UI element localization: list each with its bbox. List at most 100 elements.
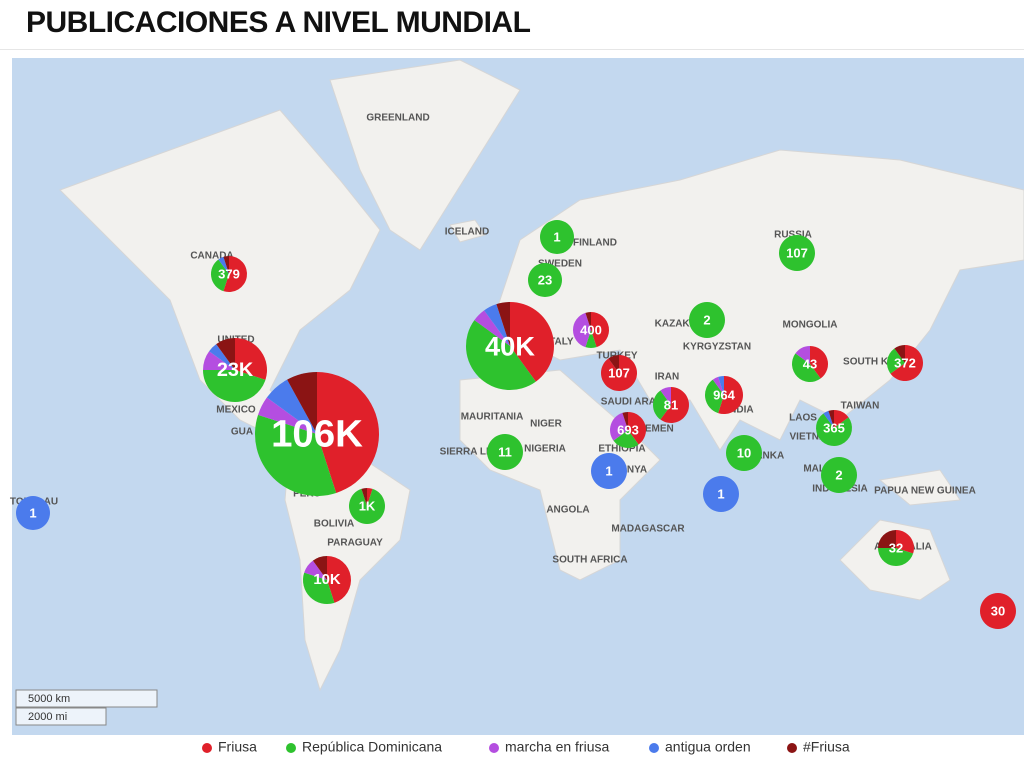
- pie-slice: [702, 476, 739, 512]
- cluster[interactable]: 365: [816, 409, 852, 446]
- legend-label[interactable]: República Dominicana: [302, 739, 442, 755]
- cluster[interactable]: 2: [820, 457, 857, 494]
- pie-slice: [235, 338, 267, 380]
- scale-mi-box: [15, 707, 107, 726]
- cluster[interactable]: 106K: [255, 372, 380, 496]
- pie-slice: [510, 302, 554, 382]
- pie-slice: [896, 530, 914, 554]
- pie-slice: [600, 355, 637, 392]
- place-label: TAIWAN: [841, 401, 880, 412]
- pie-slice: [209, 344, 235, 370]
- cluster[interactable]: 23: [527, 263, 562, 297]
- pie-slice: [539, 220, 574, 254]
- pie-slice: [211, 259, 229, 292]
- cluster-label: 11: [498, 445, 512, 460]
- place-label: PAPUA NEW GUINEA: [874, 486, 976, 497]
- place-label: NIGER: [530, 419, 562, 430]
- pie-slice: [573, 312, 591, 348]
- pie-slice: [591, 312, 609, 348]
- place-label: ANGOLA: [546, 505, 589, 516]
- place-label: SOUTH AFRICA: [552, 555, 627, 566]
- greenland: [329, 59, 521, 251]
- pie-slice: [203, 370, 266, 403]
- pie-slice: [660, 387, 671, 405]
- cluster[interactable]: 379: [211, 256, 247, 292]
- pie-slice: [486, 434, 523, 470]
- cluster[interactable]: 1: [15, 496, 50, 530]
- cluster[interactable]: 10: [725, 435, 762, 472]
- place-label: IRAN: [655, 372, 679, 383]
- cluster[interactable]: 1K: [349, 488, 386, 524]
- cluster[interactable]: 40K: [466, 302, 554, 390]
- pie-slice: [218, 256, 229, 274]
- pie-slice: [255, 414, 337, 496]
- pie-slice: [887, 348, 905, 374]
- legend-swatch: [202, 743, 212, 753]
- place-label: SIERRA LEONE: [440, 447, 515, 458]
- cluster-label: 1K: [359, 499, 376, 514]
- cluster-label: 2: [835, 468, 842, 483]
- pie-slice: [223, 256, 229, 274]
- cluster[interactable]: 693: [610, 412, 646, 448]
- cluster[interactable]: 107: [778, 235, 815, 271]
- cluster-label: 23: [538, 273, 552, 288]
- pie-slice: [258, 397, 317, 434]
- legend-label[interactable]: antigua orden: [665, 739, 751, 755]
- pie-slice: [496, 302, 510, 346]
- place-label: LAOS: [789, 413, 817, 424]
- cluster[interactable]: 11: [486, 434, 523, 470]
- pie-slice: [287, 372, 317, 434]
- pie-slice: [474, 310, 510, 346]
- cluster[interactable]: 30: [979, 593, 1016, 630]
- pie-slice: [652, 390, 671, 420]
- cluster[interactable]: 107: [600, 355, 637, 392]
- cluster[interactable]: 10K: [303, 556, 352, 604]
- cluster[interactable]: 1: [539, 220, 574, 254]
- cluster[interactable]: 372: [887, 345, 923, 381]
- cluster[interactable]: 1: [702, 476, 739, 512]
- place-label: SOUTH KOREA: [843, 357, 917, 368]
- new-guinea: [878, 469, 961, 506]
- pie-slice: [660, 387, 689, 423]
- cluster[interactable]: 400: [573, 312, 609, 349]
- cluster-label: 1: [29, 506, 36, 521]
- place-label: INDIA: [726, 405, 753, 416]
- cluster-label: 106K: [271, 413, 363, 456]
- cluster[interactable]: 43: [791, 346, 828, 383]
- cluster-label: 23K: [217, 359, 254, 381]
- place-label: MONGOLIA: [783, 320, 838, 331]
- cluster-label: 30: [991, 604, 1005, 619]
- cluster[interactable]: 1: [590, 453, 627, 489]
- cluster-label: 2: [703, 313, 710, 328]
- cluster[interactable]: 2: [688, 302, 725, 339]
- cluster[interactable]: 81: [652, 387, 689, 423]
- page-title: PUBLICACIONES A NIVEL MUNDIAL: [26, 6, 531, 39]
- cluster-label: 379: [218, 267, 240, 282]
- pie-slice: [878, 548, 914, 567]
- cluster[interactable]: 32: [878, 530, 914, 567]
- pie-slice: [712, 376, 724, 395]
- cluster[interactable]: 23K: [203, 338, 267, 403]
- pie-slice: [608, 355, 619, 373]
- cluster-label: 1: [553, 230, 560, 245]
- legend-label[interactable]: Friusa: [218, 739, 257, 755]
- pie-slice: [834, 409, 849, 428]
- pie-slice: [816, 413, 852, 446]
- place-label: SAUDI ARABIA: [601, 397, 673, 408]
- place-label: MADAGASCAR: [611, 524, 685, 535]
- pie-slice: [823, 410, 834, 428]
- pie-slice: [878, 530, 896, 548]
- clusters: 37923K106K1K10K140K123400107693819641111…: [15, 220, 1016, 630]
- legend-label[interactable]: marcha en friusa: [505, 739, 609, 755]
- cluster[interactable]: 964: [704, 376, 743, 414]
- legend-swatch: [286, 743, 296, 753]
- place-label: VIETNAM: [790, 432, 835, 443]
- pie-slice: [718, 376, 724, 395]
- place-label: ETHIOPIA: [598, 444, 645, 455]
- cluster-label: 81: [664, 398, 678, 413]
- divider: [0, 49, 1024, 50]
- place-label: ITALY: [546, 337, 574, 348]
- legend-label[interactable]: #Friusa: [803, 739, 850, 755]
